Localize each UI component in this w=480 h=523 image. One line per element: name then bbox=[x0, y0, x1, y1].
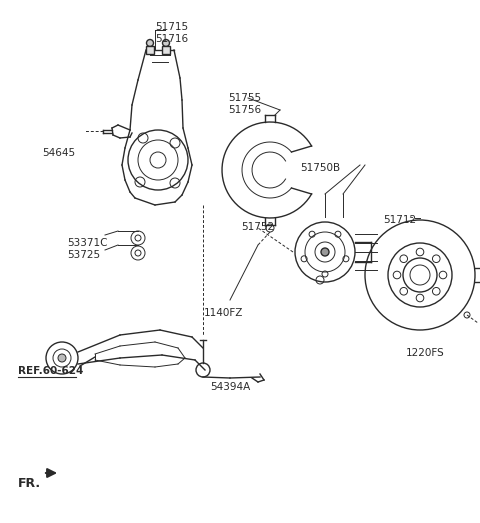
Circle shape bbox=[163, 40, 169, 47]
Text: 51750B: 51750B bbox=[300, 163, 340, 173]
Text: REF.60-624: REF.60-624 bbox=[18, 366, 84, 376]
Text: 1140FZ: 1140FZ bbox=[204, 308, 243, 318]
Text: 51755
51756: 51755 51756 bbox=[228, 93, 261, 116]
Bar bbox=[146, 46, 154, 54]
Text: 51715
51716: 51715 51716 bbox=[155, 22, 188, 44]
Text: 54645: 54645 bbox=[42, 148, 75, 158]
Text: 51712: 51712 bbox=[383, 215, 416, 225]
Text: FR.: FR. bbox=[18, 477, 41, 490]
Circle shape bbox=[321, 248, 329, 256]
Circle shape bbox=[58, 354, 66, 362]
Circle shape bbox=[146, 40, 154, 47]
Text: 54394A: 54394A bbox=[210, 382, 250, 392]
Text: 51752: 51752 bbox=[241, 222, 274, 232]
Text: 53371C
53725: 53371C 53725 bbox=[67, 238, 108, 260]
Bar bbox=[162, 46, 170, 54]
Text: 1220FS: 1220FS bbox=[406, 348, 445, 358]
